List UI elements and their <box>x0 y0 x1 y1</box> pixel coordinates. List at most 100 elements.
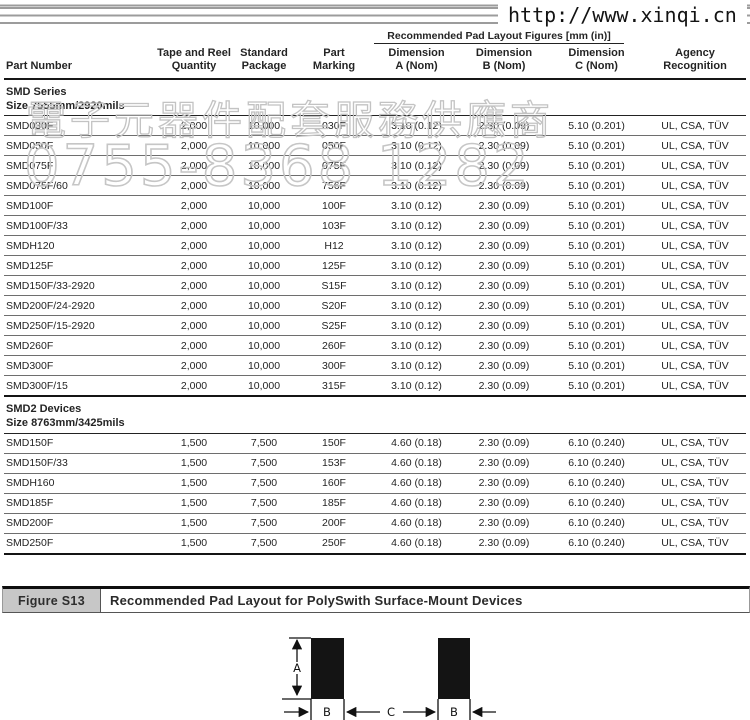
table-cell: 5.10 (0.201) <box>549 235 645 257</box>
table-cell: S25F <box>294 315 374 337</box>
table-cell: UL, CSA, TÜV <box>644 215 747 237</box>
table-cell: UL, CSA, TÜV <box>644 115 747 137</box>
table-cell: 125F <box>294 255 374 277</box>
table-cell: 3.10 (0.12) <box>374 135 459 157</box>
table-cell: 6.10 (0.240) <box>549 533 645 555</box>
table-row: SMDH160 1,500 7,500 160F 4.60 (0.18) 2.30 (0.… <box>4 473 747 494</box>
table-cell: UL, CSA, TÜV <box>644 175 747 197</box>
table-cell: 10,000 <box>234 375 294 398</box>
parts-table: Recommended Pad Layout Figures [mm (in)]… <box>4 28 747 555</box>
column-header: Part Number <box>4 44 154 80</box>
table-cell: 5.10 (0.201) <box>549 155 645 177</box>
table-cell: 6.10 (0.240) <box>549 513 645 534</box>
table-cell: 2.30 (0.09) <box>459 375 549 398</box>
column-header-row: Part Number Tape and Reel Quantity Standar… <box>4 44 747 80</box>
dim-b-right-label: B <box>450 705 458 719</box>
table-cell: 5.10 (0.201) <box>549 315 645 337</box>
column-header: Dimension A (Nom) <box>374 44 459 80</box>
table-cell: 7,500 <box>234 493 294 514</box>
table-row: SMD300F 2,000 10,000 300F 3.10 (0.12) 2.30 (0… <box>4 355 747 377</box>
website-url: http://www.xinqi.cn <box>508 3 737 27</box>
table-cell: 6.10 (0.240) <box>549 493 645 514</box>
table-cell: 185F <box>294 493 374 514</box>
table-row: SMD150F 1,500 7,500 150F 4.60 (0.18) 2.30 (0.… <box>4 433 747 454</box>
table-cell: 2.30 (0.09) <box>459 295 549 317</box>
table-cell: 6.10 (0.240) <box>549 473 645 494</box>
pad-layout-diagram: A B C B <box>282 637 496 720</box>
table-cell: 2.30 (0.09) <box>459 335 549 357</box>
table-cell: 2.30 (0.09) <box>459 275 549 297</box>
table-cell: 2.30 (0.09) <box>459 235 549 257</box>
table-cell: 4.60 (0.18) <box>374 513 459 534</box>
table-cell: 3.10 (0.12) <box>374 355 459 377</box>
table-cell: UL, CSA, TÜV <box>644 155 747 177</box>
column-header: Dimension B (Nom) <box>459 44 549 80</box>
table-cell: SMDH160 <box>4 473 154 494</box>
table-cell: 2.30 (0.09) <box>459 513 549 534</box>
table-cell: SMD150F/33-2920 <box>4 275 154 297</box>
table-cell: 5.10 (0.201) <box>549 375 645 398</box>
table-cell: 5.10 (0.201) <box>549 255 645 277</box>
masthead: http://www.xinqi.cn <box>0 0 750 30</box>
table-cell: 3.10 (0.12) <box>374 215 459 237</box>
table-cell: 2,000 <box>154 155 234 177</box>
table-cell: 10,000 <box>234 355 294 377</box>
table-cell: 2,000 <box>154 295 234 317</box>
table-cell: 5.10 (0.201) <box>549 275 645 297</box>
table-cell: 5.10 (0.201) <box>549 335 645 357</box>
table-cell: 3.10 (0.12) <box>374 315 459 337</box>
table-cell: 5.10 (0.201) <box>549 135 645 157</box>
pad-right <box>438 638 470 699</box>
table-cell: 10,000 <box>234 235 294 257</box>
table-cell: 4.60 (0.18) <box>374 453 459 474</box>
table-cell: SMD185F <box>4 493 154 514</box>
table-cell: 7,500 <box>234 453 294 474</box>
table-cell: UL, CSA, TÜV <box>644 275 747 297</box>
table-cell: UL, CSA, TÜV <box>644 433 747 454</box>
table-cell: 3.10 (0.12) <box>374 195 459 217</box>
table-row: SMD250F 1,500 7,500 250F 4.60 (0.18) 2.30 (0.… <box>4 533 747 555</box>
table-cell: 2.30 (0.09) <box>459 533 549 555</box>
table-cell: SMD300F/15 <box>4 375 154 398</box>
table-row: SMD050F 2,000 10,000 050F 3.10 (0.12) 2.30 (0… <box>4 135 747 157</box>
table-cell: 10,000 <box>234 155 294 177</box>
table-cell: H12 <box>294 235 374 257</box>
table-cell: 10,000 <box>234 135 294 157</box>
table-cell: 150F <box>294 433 374 454</box>
table-cell: 3.10 (0.12) <box>374 115 459 137</box>
column-header: Standard Package <box>234 44 294 80</box>
table-cell: 100F <box>294 195 374 217</box>
section-header: SMD Series Size 7555mm/2920mils <box>4 78 747 117</box>
table-cell: 2.30 (0.09) <box>459 175 549 197</box>
pad-left <box>311 638 344 699</box>
pad-layout-group-header: Recommended Pad Layout Figures [mm (in)] <box>374 30 625 44</box>
table-cell: UL, CSA, TÜV <box>644 135 747 157</box>
table-cell: 5.10 (0.201) <box>549 295 645 317</box>
dim-b-left-label: B <box>323 705 331 719</box>
table-cell: SMD250F <box>4 533 154 555</box>
group-header-row: Recommended Pad Layout Figures [mm (in)] <box>4 28 746 44</box>
table-cell: 10,000 <box>234 195 294 217</box>
table-cell: UL, CSA, TÜV <box>644 355 747 377</box>
table-cell: 4.60 (0.18) <box>374 533 459 555</box>
table-cell: 1,500 <box>154 533 234 555</box>
table-cell: 2.30 (0.09) <box>459 473 549 494</box>
table-row: SMD150F/33 1,500 7,500 153F 4.60 (0.18) 2.30 … <box>4 453 747 474</box>
table-cell: 7,500 <box>234 433 294 454</box>
table-cell: 2,000 <box>154 335 234 357</box>
column-header: Part Marking <box>294 44 374 80</box>
table-cell: 075F <box>294 155 374 177</box>
table-cell: 7,500 <box>234 473 294 494</box>
table-row: SMD125F 2,000 10,000 125F 3.10 (0.12) 2.30 (0… <box>4 255 747 277</box>
table-cell: 2.30 (0.09) <box>459 155 549 177</box>
table-cell: S20F <box>294 295 374 317</box>
table-cell: SMD150F <box>4 433 154 454</box>
column-header: Tape and Reel Quantity <box>154 44 234 80</box>
table-cell: 315F <box>294 375 374 398</box>
table-cell: 3.10 (0.12) <box>374 275 459 297</box>
table-cell: 1,500 <box>154 433 234 454</box>
table-cell: 2,000 <box>154 135 234 157</box>
table-cell: SMD050F <box>4 135 154 157</box>
table-cell: 2.30 (0.09) <box>459 453 549 474</box>
table-cell: 4.60 (0.18) <box>374 433 459 454</box>
